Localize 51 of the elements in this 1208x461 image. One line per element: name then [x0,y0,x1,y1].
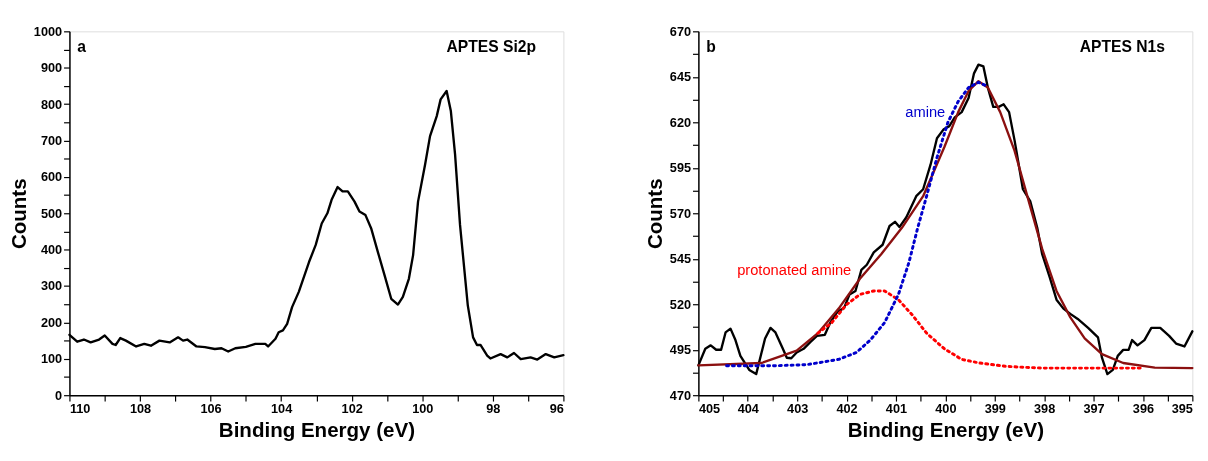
series-label: protonated amine [737,262,852,279]
y-tick-label: 645 [669,69,692,85]
x-tick-label: 98 [486,401,501,417]
y-tick-label: 670 [669,23,692,39]
y-tick-label: 600 [40,169,63,185]
x-tick-label: 104 [271,401,293,417]
y-tick-label: 1000 [33,23,63,39]
x-tick-label: 397 [1083,401,1105,417]
y-tick-label: 400 [40,242,63,258]
y-tick-label: 100 [40,351,63,367]
y-tick-label: 0 [55,387,63,403]
x-tick-label: 404 [737,401,759,417]
y-tick-label: 520 [669,296,692,312]
x-tick-label: 96 [549,401,564,417]
line-series [725,80,988,368]
y-tick-label: 500 [40,205,63,221]
y-axis-title: Counts [643,178,667,250]
y-tick-label: 595 [669,160,692,176]
x-axis-title: Binding Energy (eV) [847,417,1044,441]
y-tick-label: 300 [40,278,63,294]
x-axis-title: Binding Energy (eV) [218,417,416,441]
x-tick-label: 403 [787,401,809,417]
x-tick-label: 102 [341,401,363,417]
annotation: APTES N1s [1079,37,1166,55]
x-tick-label: 398 [1034,401,1056,417]
x-tick-label: 402 [836,401,858,417]
annotation: APTES Si2p [446,37,537,55]
x-tick-label: 106 [200,401,222,417]
y-tick-label: 570 [669,205,692,221]
x-tick-label: 405 [698,401,721,417]
x-tick-label: 400 [935,401,957,417]
annotation: b [706,37,716,55]
x-tick-label: 395 [1171,401,1193,417]
y-tick-label: 495 [669,342,692,358]
x-tick-label: 401 [885,401,908,417]
y-tick-label: 800 [40,96,63,112]
y-tick-label: 900 [40,60,63,76]
y-tick-label: 470 [669,387,692,403]
x-tick-label: 100 [412,401,434,417]
x-tick-label: 108 [129,401,152,417]
y-axis-title: Counts [7,178,30,250]
x-tick-label: 396 [1132,401,1155,417]
annotation: a [77,37,87,55]
x-tick-label: 399 [984,401,1006,417]
x-tick-label: 110 [69,401,91,417]
y-tick-label: 620 [669,114,692,130]
y-tick-label: 545 [669,251,692,267]
series-label: amine [905,103,946,120]
line-series [816,289,1143,370]
y-tick-label: 200 [40,314,63,330]
y-tick-label: 700 [40,132,63,148]
